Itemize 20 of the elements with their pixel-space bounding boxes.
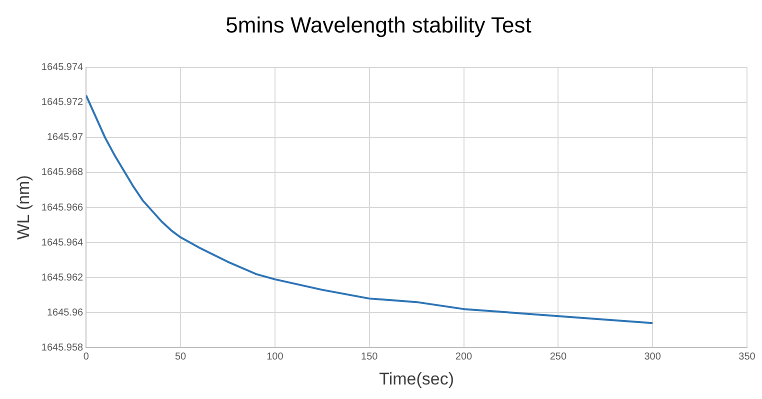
y-tick-label: 1645.964: [41, 237, 84, 248]
y-tick-label: 1645.958: [41, 342, 84, 354]
y-tick-label: 1645.968: [41, 167, 84, 178]
y-tick-label: 1645.972: [41, 97, 84, 108]
x-tick-label: 50: [174, 351, 187, 362]
y-tick-label: 1645.96: [46, 307, 84, 318]
x-tick-label: 100: [266, 351, 284, 362]
x-tick-label: 150: [361, 351, 378, 362]
y-tick-label: 1645.962: [41, 272, 84, 284]
x-tick-label: 250: [550, 351, 567, 362]
x-axis-title: Time(sec): [379, 369, 454, 388]
x-tick-label: 350: [738, 351, 756, 362]
x-tick-label: 300: [644, 351, 662, 362]
y-tick-label: 1645.966: [41, 202, 84, 214]
x-tick-label: 200: [455, 351, 473, 362]
chart-title: 5mins Wavelength stability Test: [226, 12, 532, 38]
y-axis-title: WL (nm): [14, 175, 33, 240]
x-tick-label: 0: [83, 351, 90, 362]
y-tick-label: 1645.97: [46, 132, 84, 144]
y-tick-label: 1645.974: [41, 62, 84, 74]
